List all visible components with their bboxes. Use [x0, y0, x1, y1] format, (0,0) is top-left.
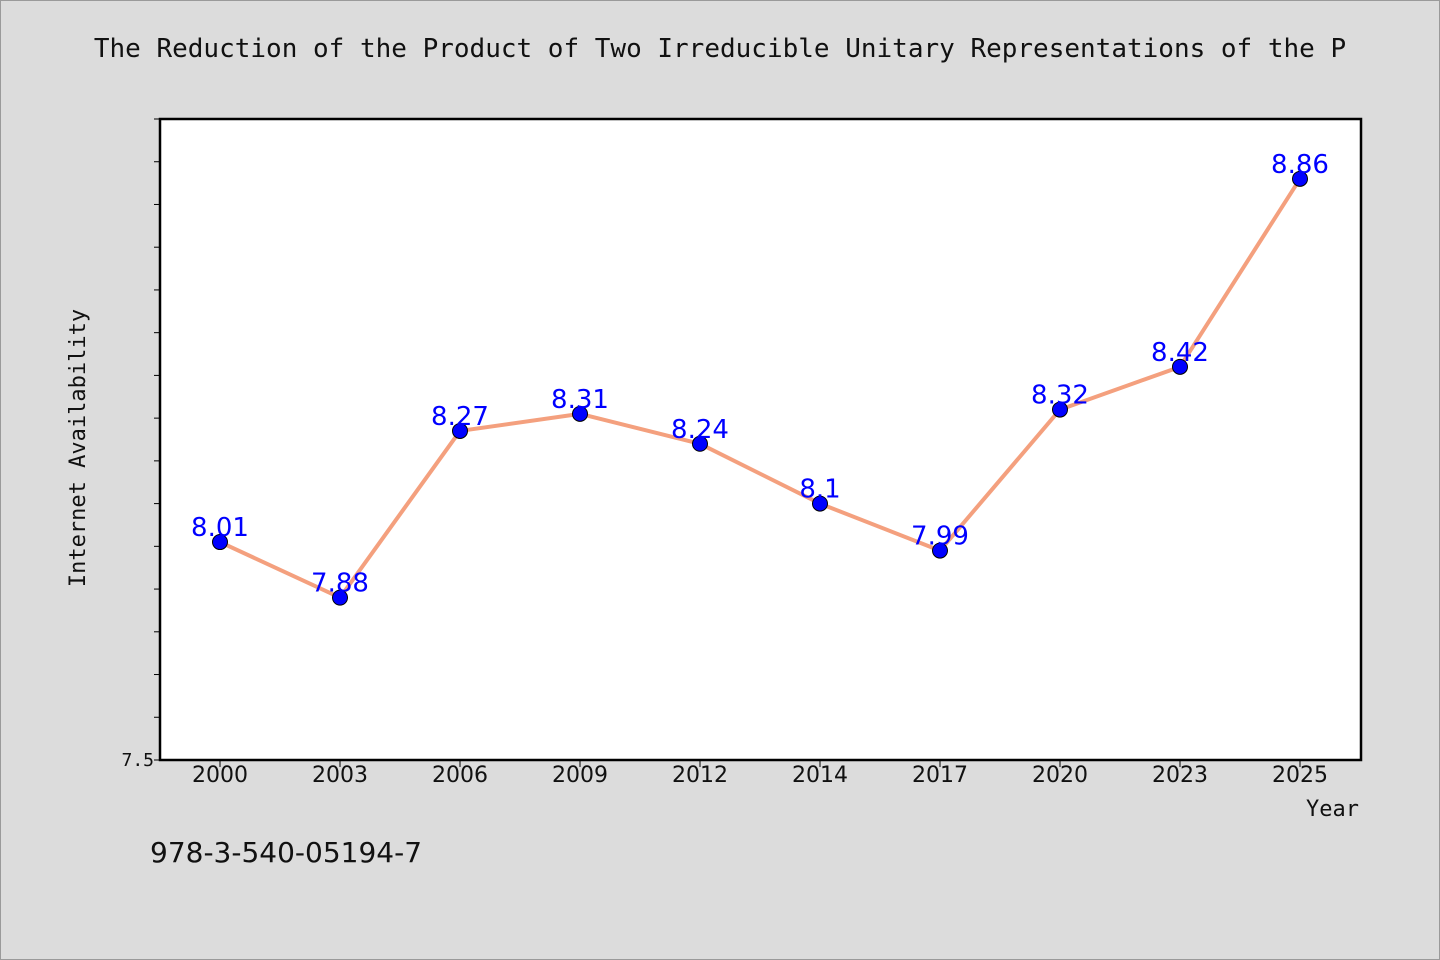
x-tick-label: 2012 [672, 763, 728, 788]
data-point [452, 422, 468, 439]
x-tick-label: 2025 [1272, 763, 1328, 788]
plot-area [158, 117, 1363, 762]
data-point [692, 435, 708, 452]
x-tick-label: 2023 [1152, 763, 1208, 788]
x-tick-label: 2009 [552, 763, 608, 788]
data-label: 8.42 [1151, 338, 1209, 368]
data-point [1172, 358, 1188, 375]
y-tick-label: 7.5 [121, 750, 154, 771]
x-tick-label: 2003 [312, 763, 368, 788]
data-point [212, 534, 228, 551]
data-label: 8.31 [551, 385, 609, 415]
data-point [1052, 401, 1068, 418]
x-tick-label: 2014 [792, 763, 848, 788]
chart-title: The Reduction of the Product of Two Irre… [93, 34, 1347, 64]
isbn-text: 978-3-540-05194-7 [150, 836, 423, 869]
data-label: 8.1 [799, 475, 840, 505]
x-tick-label: 2000 [192, 763, 248, 788]
x-tick-label: 2017 [912, 763, 968, 788]
x-tick-label: 2006 [432, 763, 488, 788]
data-point [812, 495, 828, 512]
x-axis-label: Year [1306, 797, 1359, 822]
data-point [332, 589, 348, 606]
series-line [218, 176, 1302, 600]
data-label: 8.27 [431, 402, 489, 432]
data-label: 7.99 [911, 522, 969, 552]
data-label: 8.32 [1031, 381, 1089, 411]
data-label: 8.24 [671, 415, 729, 445]
data-point [1292, 170, 1308, 187]
data-label: 8.86 [1271, 150, 1329, 180]
x-tick-label: 2020 [1032, 763, 1088, 788]
data-label: 7.88 [311, 569, 369, 599]
data-point [572, 405, 588, 422]
y-axis-label: Internet Availability [66, 309, 91, 587]
data-point [932, 542, 948, 559]
data-label: 8.01 [191, 513, 249, 543]
